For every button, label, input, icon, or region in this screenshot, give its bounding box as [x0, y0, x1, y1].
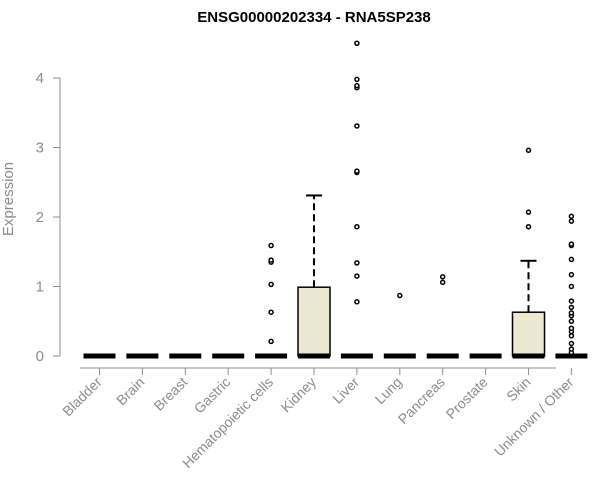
chart-title: ENSG00000202334 - RNA5SP238 [197, 9, 430, 26]
outlier-point [568, 283, 575, 290]
x-tick-label: Lung [372, 374, 405, 407]
x-tick-label: Gastric [191, 374, 234, 417]
outlier-point [568, 346, 575, 352]
outlier-point [397, 292, 403, 299]
outlier-point [568, 213, 575, 220]
y-tick-label: 4 [36, 70, 44, 87]
outlier-point [354, 273, 360, 279]
x-tick-label: Brain [113, 374, 147, 408]
boxplot-hematopoietic-cells [255, 242, 288, 359]
outlier-point [525, 223, 532, 230]
x-tick-label: Liver [329, 374, 362, 407]
y-tick-label: 2 [36, 209, 44, 226]
x-tick-label: Bladder [59, 374, 105, 420]
outlier-point [354, 260, 360, 266]
outlier-point [268, 309, 274, 315]
x-tick-label: Unknown / Other [491, 374, 577, 460]
outlier-point [568, 218, 575, 224]
outlier-point [354, 82, 360, 89]
boxplots [83, 40, 588, 359]
outlier-point [268, 281, 274, 288]
y-tick-label: 0 [36, 348, 44, 365]
outlier-point [568, 340, 575, 347]
boxplot-liver [340, 40, 373, 359]
outlier-point [568, 310, 575, 316]
outlier-point [568, 298, 575, 304]
outlier-point [268, 338, 274, 345]
outlier-point [354, 168, 360, 174]
outlier-point [568, 333, 575, 339]
outlier-point [354, 40, 360, 46]
box-iqr [297, 286, 331, 357]
outlier-point [568, 318, 575, 324]
y-tick-label: 1 [36, 279, 44, 296]
outlier-point [525, 209, 532, 215]
outlier-point [568, 325, 575, 331]
box-iqr [511, 311, 546, 357]
x-tick-label: Kidney [278, 374, 320, 416]
outlier-point [568, 241, 575, 247]
outlier-point [568, 256, 575, 263]
boxplot-pancreas [426, 274, 459, 359]
outlier-point [268, 242, 274, 249]
outlier-point [354, 299, 360, 305]
x-tick-label: Prostate [443, 374, 491, 422]
boxplot-unknown-other [555, 213, 588, 359]
outlier-point [354, 76, 360, 83]
boxplot-skin [511, 147, 546, 359]
outlier-point [439, 274, 446, 280]
outlier-point [568, 304, 575, 311]
outlier-point [568, 271, 575, 278]
boxplot-kidney [297, 194, 331, 359]
x-tick-label: Skin [503, 374, 534, 405]
outlier-point [439, 279, 446, 286]
x-tick-label: Breast [150, 374, 190, 414]
y-ticks: 0 1 2 3 4 [36, 70, 60, 365]
outlier-point [268, 257, 274, 263]
boxplot-lung [383, 292, 416, 359]
outlier-point [354, 223, 360, 230]
x-tick-label: Pancreas [395, 374, 448, 427]
y-tick-label: 3 [36, 140, 44, 157]
outlier-point [354, 123, 360, 129]
y-axis-label: Expression [0, 162, 17, 236]
outlier-point [525, 147, 532, 154]
